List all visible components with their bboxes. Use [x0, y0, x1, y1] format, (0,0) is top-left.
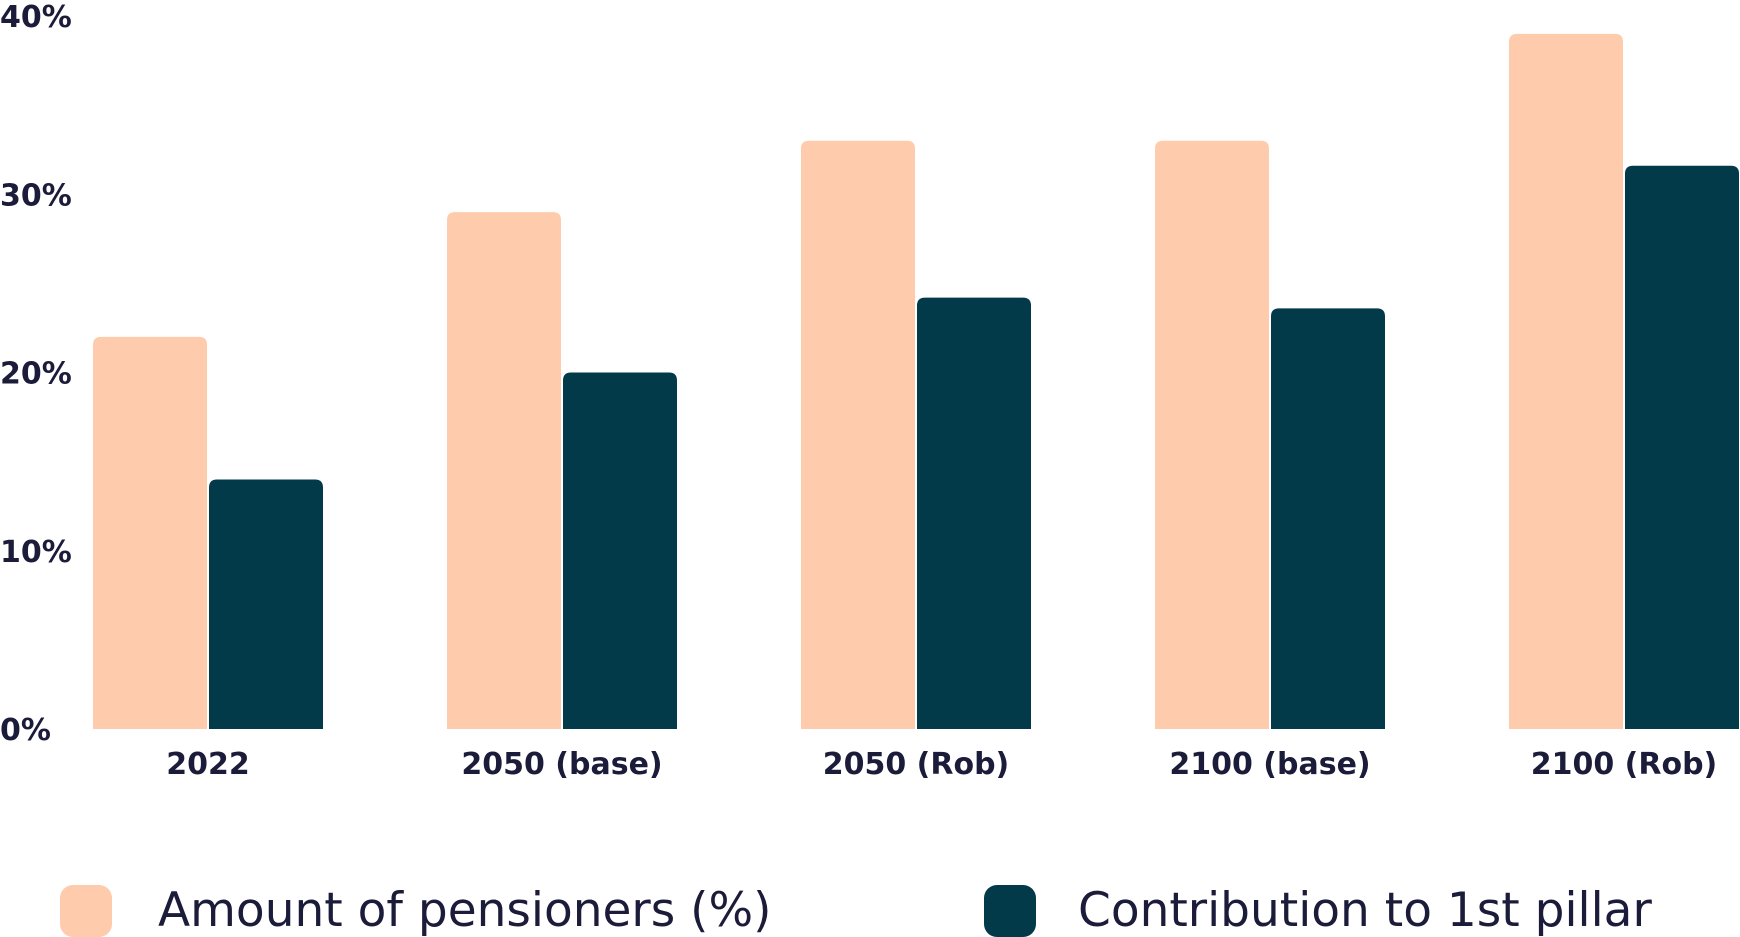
- bar-pensioners: [93, 336, 207, 729]
- bar-pensioners: [1155, 140, 1269, 729]
- y-tick-label: 40%: [0, 0, 72, 35]
- bar-pensioners: [1509, 33, 1623, 729]
- y-tick-label: 0%: [0, 713, 51, 748]
- x-tick-label: 2022: [166, 747, 250, 782]
- bars: [93, 33, 1739, 730]
- x-tick-label: 2100 (Rob): [1531, 747, 1718, 782]
- x-tick-label: 2050 (base): [461, 747, 662, 782]
- y-axis-ticks: 0% 10% 20% 30% 40%: [0, 0, 72, 748]
- legend-label-pensioners: Amount of pensioners (%): [158, 883, 772, 937]
- legend-swatch-pensioners: [60, 885, 112, 937]
- bar-contribution: [563, 372, 677, 729]
- bar-contribution: [1271, 308, 1385, 729]
- legend-label-contribution: Contribution to 1st pillar: [1078, 883, 1652, 937]
- x-tick-label: 2100 (base): [1169, 747, 1370, 782]
- bar-contribution: [917, 297, 1031, 729]
- y-tick-label: 20%: [0, 357, 72, 392]
- y-tick-label: 30%: [0, 178, 72, 213]
- bar-pensioners: [447, 212, 561, 729]
- bar-contribution: [1625, 165, 1739, 730]
- legend-swatch-contribution: [984, 885, 1036, 937]
- x-tick-label: 2050 (Rob): [823, 747, 1010, 782]
- bar-pensioners: [801, 140, 915, 729]
- legend: Amount of pensioners (%) Contribution to…: [60, 883, 1652, 937]
- bar-contribution: [209, 479, 323, 729]
- y-tick-label: 10%: [0, 535, 72, 570]
- x-axis-ticks: 2022 2050 (base) 2050 (Rob) 2100 (base) 2100…: [166, 747, 1717, 782]
